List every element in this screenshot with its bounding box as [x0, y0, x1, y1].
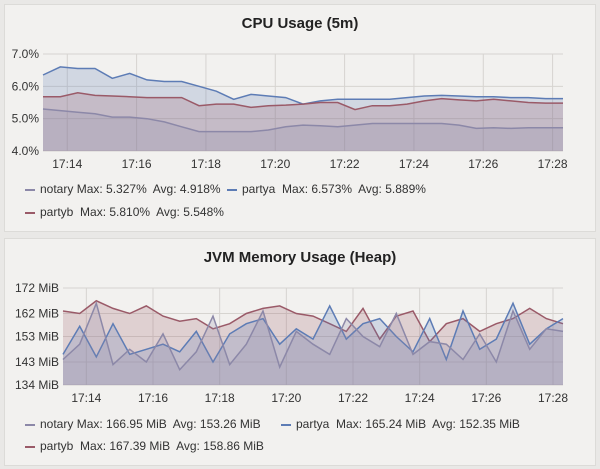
x-tick-label: 17:26: [468, 157, 498, 171]
series-area-notary: [43, 109, 563, 151]
series-line-partya: [62, 301, 564, 364]
legend-swatch: [25, 423, 35, 426]
y-tick-label: 4.0%: [12, 144, 40, 158]
y-tick-label: 6.0%: [12, 79, 40, 93]
legend-item-notary[interactable]: notary Max: 5.327% Avg: 4.918%: [25, 182, 221, 196]
x-tick-label: 17:18: [205, 391, 235, 405]
legend-item-partya[interactable]: partya Max: 6.573% Avg: 5.889%: [227, 182, 426, 196]
legend-name: partyb: [40, 205, 74, 219]
legend-max: Max: 6.573%: [282, 182, 353, 196]
cpu-usage-panel: CPU Usage (5m) 4.0% 5.0% 6.0% 7.0% 17:14 17:1…: [4, 4, 596, 232]
y-tick-label: 5.0%: [12, 112, 40, 126]
legend-max: Max: 165.24 MiB: [336, 417, 427, 431]
x-tick-label: 17:16: [138, 391, 168, 405]
memory-chart-title: JVM Memory Usage (Heap): [203, 249, 397, 266]
jvm-memory-panel: JVM Memory Usage (Heap) 134 MiB 143 MiB 15…: [4, 238, 596, 466]
x-tick-label: 17:22: [330, 157, 360, 171]
series-line-partyb: [43, 92, 563, 111]
legend-swatch: [25, 211, 35, 214]
legend-avg: Avg: 153.26 MiB: [172, 417, 261, 431]
x-tick-label: 17:20: [260, 157, 290, 171]
y-tick-label: 7.0%: [12, 47, 40, 61]
series-line-notary: [62, 300, 564, 372]
x-tick-label: 17:20: [271, 391, 301, 405]
legend-swatch: [227, 188, 237, 191]
legend-name: partyb: [40, 439, 74, 453]
cpu-chart-plot: 4.0% 5.0% 6.0% 7.0% 17:14 17:16 17:18 17:20 17:2…: [12, 47, 568, 171]
legend-name: notary: [40, 182, 74, 196]
x-tick-label: 17:22: [338, 391, 368, 405]
legend-item-partyb[interactable]: partyb Max: 5.810% Avg: 5.548%: [25, 205, 224, 219]
memory-chart-plot: 134 MiB 143 MiB 153 MiB 162 MiB 172 MiB 17:14…: [15, 281, 568, 405]
legend-max: Max: 166.95 MiB: [76, 417, 167, 431]
x-tick-label: 17:16: [122, 157, 152, 171]
legend-max: Max: 5.810%: [80, 205, 151, 219]
legend-swatch: [281, 423, 291, 426]
y-tick-label: 143 MiB: [15, 355, 59, 369]
series-area-partyb: [63, 300, 563, 385]
legend-name: partya: [296, 417, 330, 431]
legend-swatch: [25, 445, 35, 448]
legend-name: notary: [40, 417, 74, 431]
legend-avg: Avg: 152.35 MiB: [432, 417, 520, 431]
series-area-notary: [63, 303, 563, 385]
x-tick-label: 17:18: [191, 157, 221, 171]
legend-max: Max: 5.327%: [76, 182, 147, 196]
legend-name: partya: [242, 182, 276, 196]
x-tick-label: 17:28: [538, 391, 568, 405]
legend-item-partyb[interactable]: partyb Max: 167.39 MiB Avg: 158.86 MiB: [25, 439, 264, 453]
legend-avg: Avg: 158.86 MiB: [176, 439, 264, 453]
legend-swatch: [25, 188, 35, 191]
series-area-partyb: [43, 92, 563, 151]
x-tick-label: 17:24: [399, 157, 429, 171]
series-line-notary: [42, 108, 563, 133]
cpu-chart-title: CPU Usage (5m): [241, 15, 359, 32]
x-tick-label: 17:24: [405, 391, 435, 405]
legend-max: Max: 167.39 MiB: [80, 439, 171, 453]
x-tick-label: 17:14: [71, 391, 101, 405]
series-area-partya: [43, 66, 563, 151]
series-line-partyb: [62, 299, 564, 343]
x-tick-label: 17:26: [471, 391, 501, 405]
y-tick-label: 134 MiB: [15, 378, 59, 392]
legend-avg: Avg: 5.548%: [156, 205, 224, 219]
legend-item-notary[interactable]: notary Max: 166.95 MiB Avg: 153.26 MiB: [25, 417, 261, 431]
x-tick-label: 17:28: [538, 157, 568, 171]
legend-avg: Avg: 4.918%: [152, 182, 221, 196]
y-tick-label: 153 MiB: [15, 330, 59, 344]
legend-avg: Avg: 5.889%: [358, 182, 426, 196]
y-tick-label: 162 MiB: [15, 307, 59, 321]
y-tick-label: 172 MiB: [15, 281, 59, 295]
legend-item-partya[interactable]: partya Max: 165.24 MiB Avg: 152.35 MiB: [281, 417, 520, 431]
x-tick-label: 17:14: [52, 157, 82, 171]
